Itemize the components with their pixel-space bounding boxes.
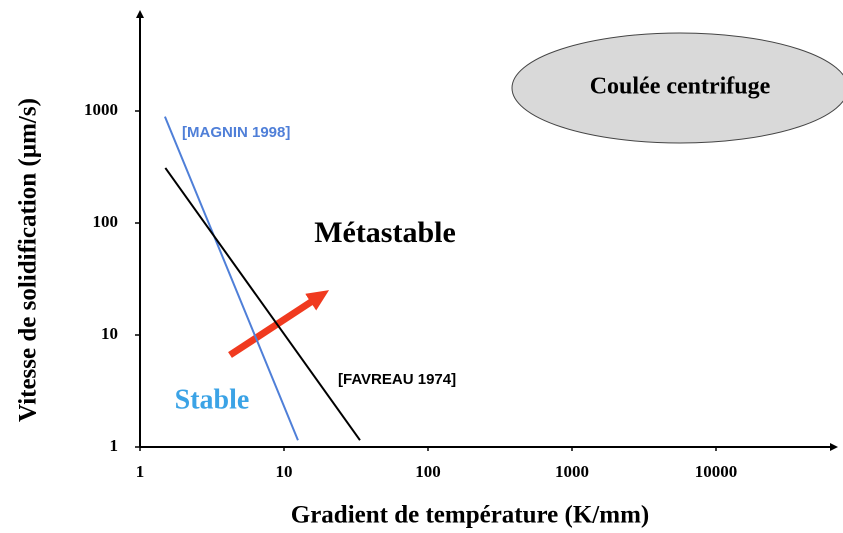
line (164, 167, 361, 441)
x-tick-label: 10000 (695, 462, 738, 481)
x-tick-label: 10 (276, 462, 293, 481)
y-tick-label: 100 (93, 212, 119, 231)
ellipse (511, 32, 843, 144)
series-label: [FAVREAU 1974] (338, 371, 456, 388)
series-label: [MAGNIN 1998] (182, 124, 290, 141)
y-tick-label: 10 (101, 324, 118, 343)
y-tick-label: 1 (110, 436, 119, 455)
x-tick-label: 100 (415, 462, 441, 481)
y-tick-label: 1000 (84, 100, 118, 119)
y-axis-label: Vitesse de solidification (µm/s) (15, 98, 42, 422)
annotation: Coulée centrifuge (590, 74, 771, 100)
x-tick-label: 1 (136, 462, 145, 481)
line (164, 116, 299, 441)
annotation: Métastable (314, 216, 456, 249)
arrow (228, 290, 330, 358)
annotation: Stable (175, 384, 250, 415)
x-tick-label: 1000 (555, 462, 589, 481)
x-axis-label: Gradient de température (K/mm) (291, 502, 649, 529)
